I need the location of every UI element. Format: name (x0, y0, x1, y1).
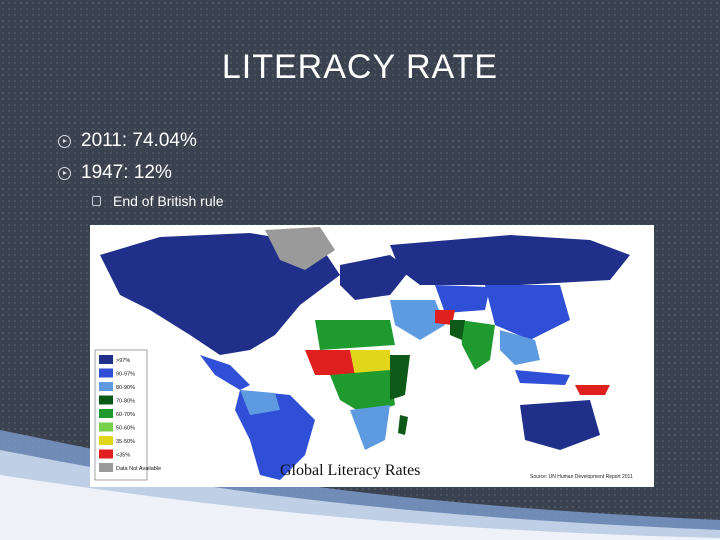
north-africa (315, 320, 395, 350)
legend-label: 35-50% (116, 439, 135, 445)
east-africa (390, 355, 410, 400)
europe (340, 255, 410, 300)
legend-label: >97% (116, 358, 130, 364)
square-bullet-icon (92, 196, 101, 206)
legend-label: <35% (116, 453, 130, 459)
legend-label: 60-70% (116, 412, 135, 418)
sahel (350, 350, 390, 375)
play-bullet-icon (58, 134, 71, 148)
india (460, 320, 495, 370)
legend-label: Data Not Available (116, 466, 161, 472)
map-title: Global Literacy Rates (280, 462, 420, 479)
north-america (100, 233, 340, 355)
australia (520, 400, 600, 450)
legend-swatch (99, 463, 113, 472)
legend-swatch (99, 422, 113, 432)
legend-swatch (99, 355, 113, 364)
bullet-text: 2011: 74.04% (81, 130, 197, 151)
map-legend: >97% 90-97% 80-90% 70-80% 60-70% 50-60% 35-50%… (94, 349, 161, 481)
greenland (265, 227, 335, 270)
legend-label: 50-60% (116, 426, 135, 432)
south-america-north (240, 390, 280, 415)
se-asia (500, 330, 540, 365)
legend-swatch (99, 382, 113, 391)
legend-label: 90-97% (116, 372, 135, 378)
bullet-text: 1947: 12% (81, 162, 172, 183)
sub-bullet-text: End of British rule (113, 193, 224, 209)
legend-swatch (99, 436, 113, 445)
legend-swatch (99, 409, 113, 418)
bullet-item: 1947: 12% (58, 162, 172, 184)
middle-east (390, 300, 445, 340)
play-bullet-icon (58, 166, 71, 180)
slide-title: LITERACY RATE (221, 48, 499, 86)
madagascar (398, 415, 408, 435)
papua (575, 385, 610, 395)
central-america (200, 355, 250, 390)
legend-label: 80-90% (116, 385, 135, 391)
map-source: Source: UN Human Development Report 2011 (530, 474, 633, 480)
central-asia (435, 285, 490, 313)
pakistan (450, 320, 465, 340)
sub-bullet-item: End of British rule (92, 193, 224, 209)
china (485, 285, 570, 340)
southern-africa (350, 405, 390, 450)
legend-swatch (99, 395, 113, 405)
bullet-item: 2011: 74.04% (58, 130, 197, 152)
world-literacy-map: >97% 90-97% 80-90% 70-80% 60-70% 50-60% 35-50%… (90, 225, 654, 487)
background-swoosh (0, 430, 720, 540)
indonesia (515, 370, 570, 385)
russia (390, 235, 630, 285)
legend-swatch (99, 449, 113, 459)
central-africa (330, 370, 395, 415)
west-africa (305, 350, 355, 375)
legend-swatch (99, 368, 113, 378)
legend-label: 70-80% (116, 399, 135, 405)
